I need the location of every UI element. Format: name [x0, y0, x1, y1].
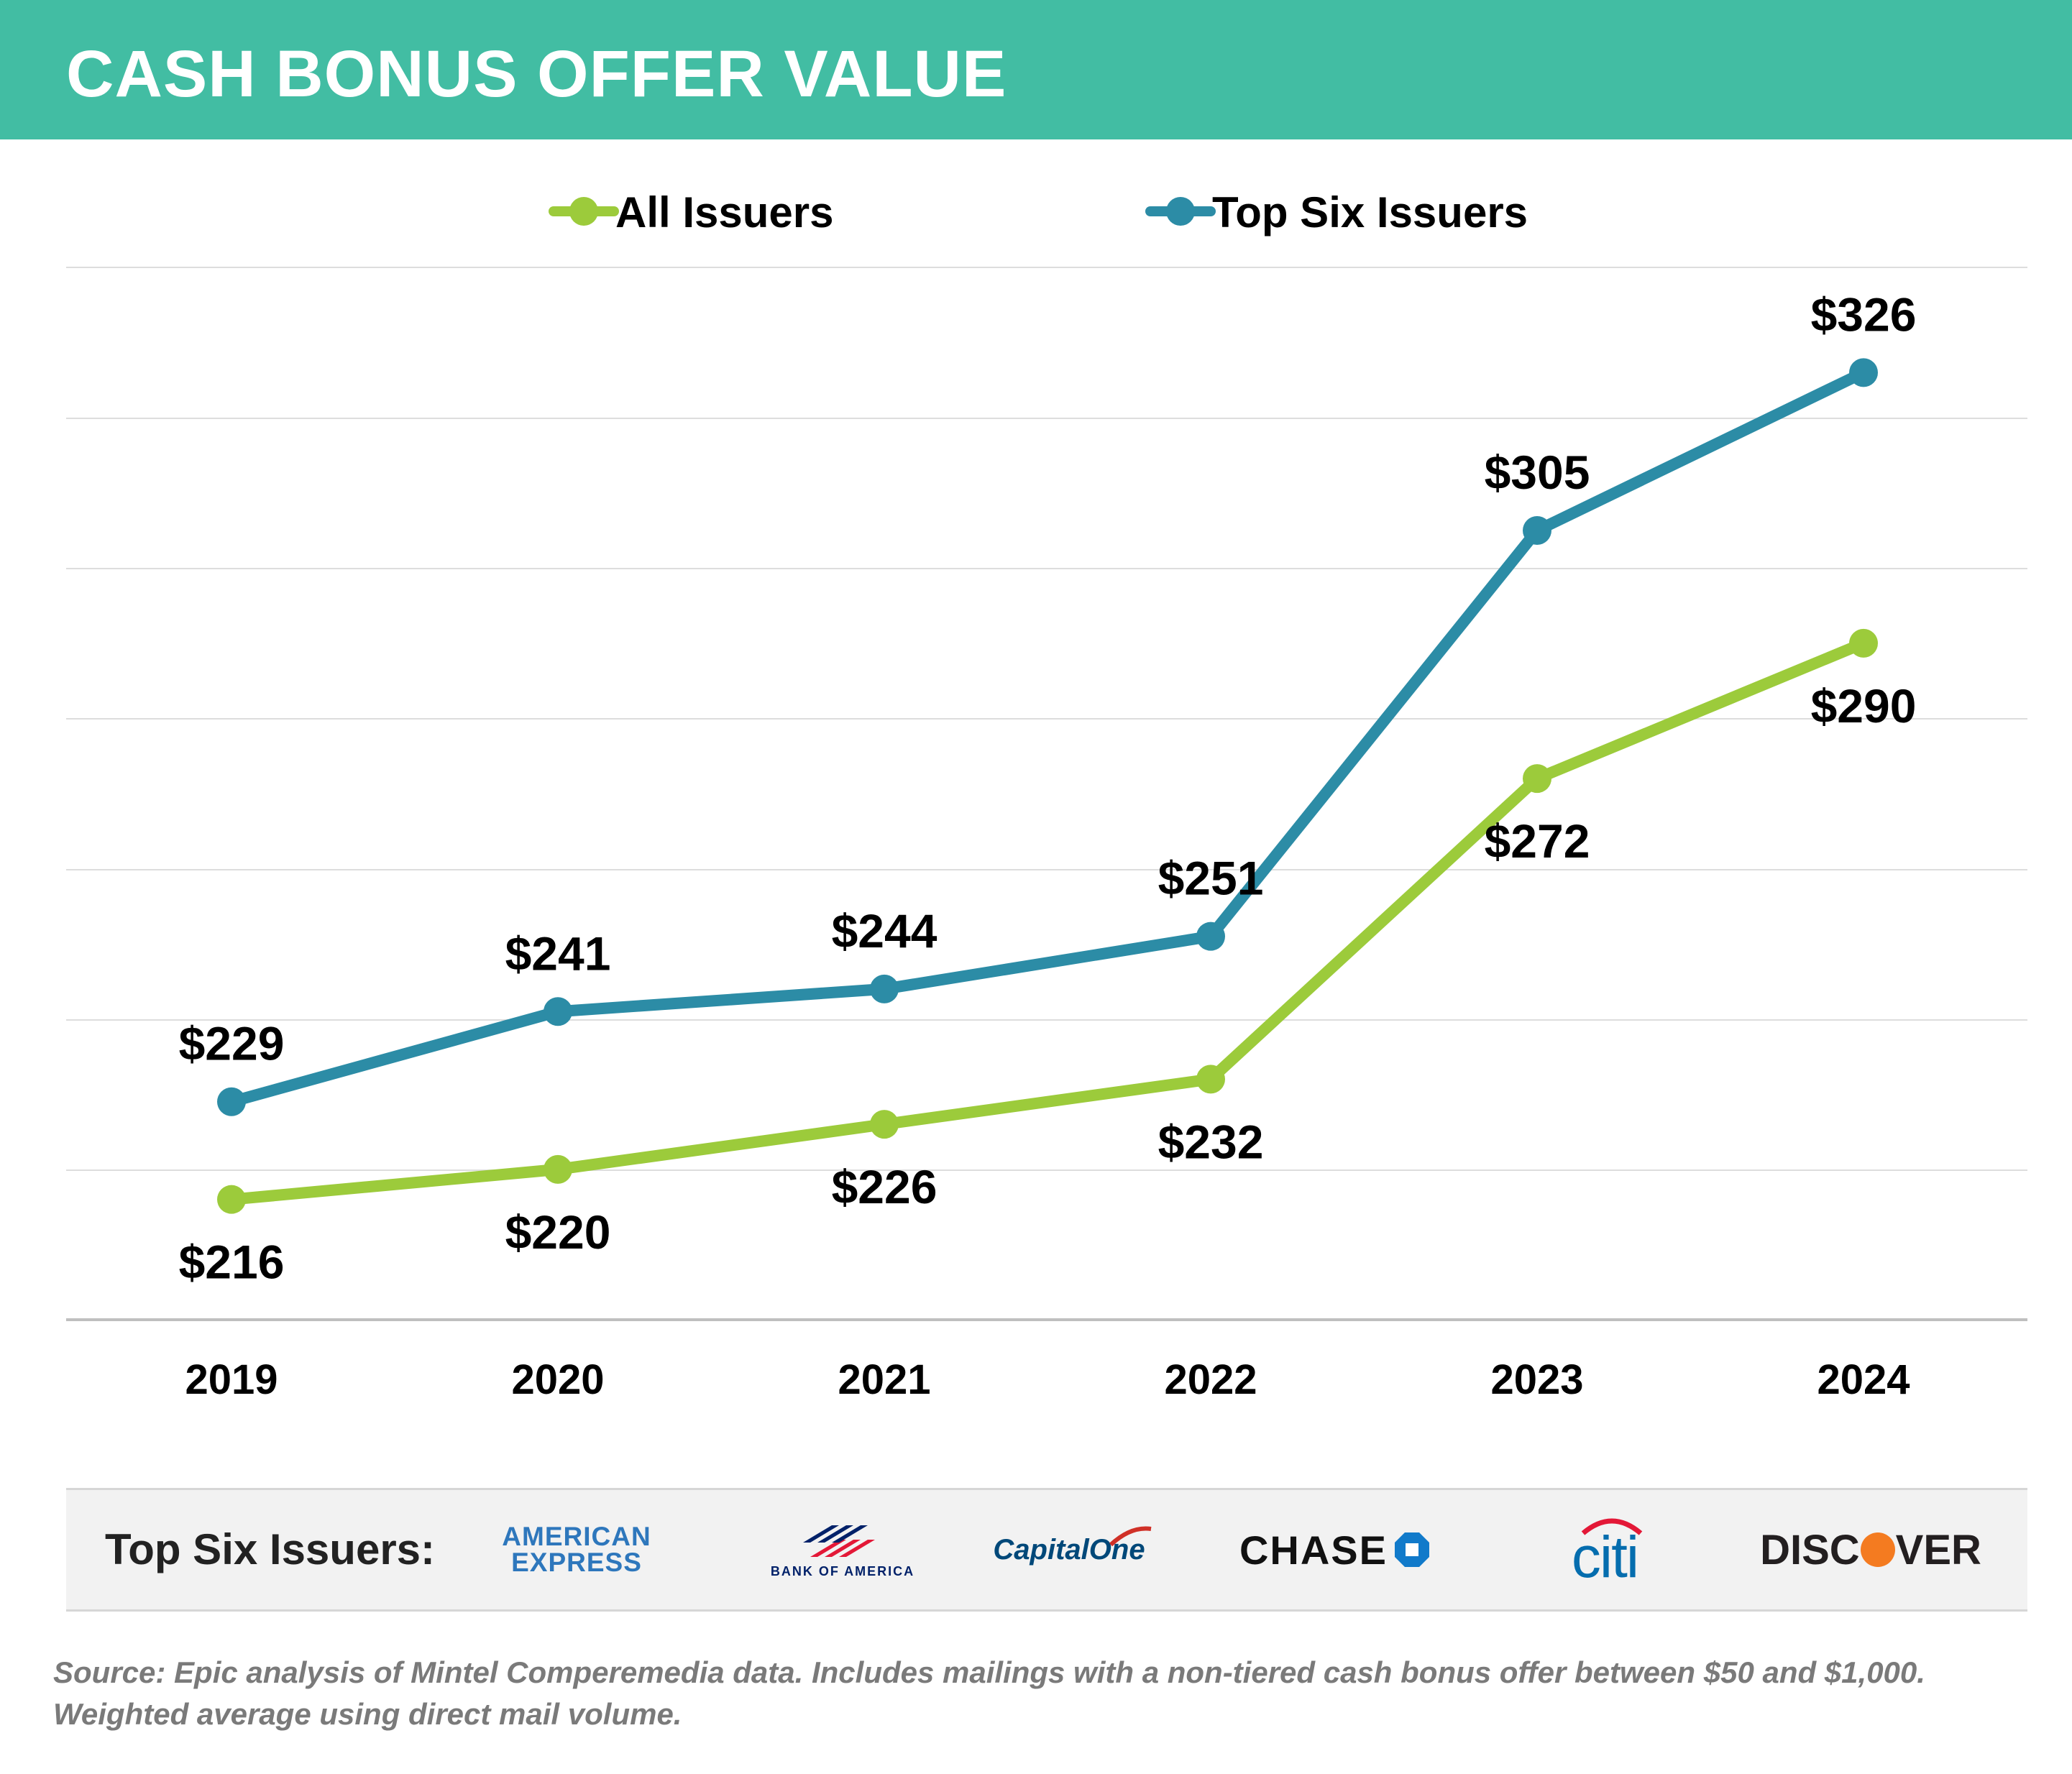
line-chart: All Issuers Top Six Issuers $216$220$226$… — [66, 188, 2027, 1403]
amex-logo-line2: EXPRESS — [511, 1548, 642, 1577]
data-point — [1849, 628, 1878, 658]
data-label: $251 — [1158, 852, 1264, 905]
citi-arc-icon — [1581, 1518, 1643, 1535]
x-tick-label: 2019 — [185, 1356, 278, 1403]
x-tick-label: 2021 — [838, 1356, 930, 1403]
data-point — [1196, 922, 1225, 951]
x-tick-label: 2022 — [1164, 1356, 1257, 1403]
data-point — [870, 1110, 899, 1139]
series-points — [217, 358, 1878, 1214]
legend: All Issuers Top Six Issuers — [549, 188, 1528, 236]
discover-text-start: DISC — [1760, 1526, 1860, 1573]
citi-text: citi — [1571, 1525, 1639, 1590]
issuers-title: Top Six Issuers: — [105, 1525, 436, 1573]
discover-text-end: VER — [1895, 1526, 1981, 1573]
data-label: $232 — [1158, 1115, 1264, 1168]
legend-item: Top Six Issuers — [1145, 188, 1528, 236]
data-label: $241 — [505, 927, 611, 980]
discover-o-icon — [1860, 1532, 1895, 1567]
data-label: $229 — [179, 1017, 285, 1070]
data-point — [544, 997, 572, 1026]
data-label: $272 — [1485, 814, 1590, 868]
gridlines — [66, 267, 2027, 1321]
chart-header: CASH BONUS OFFER VALUE — [0, 0, 2072, 139]
x-tick-label: 2020 — [511, 1356, 604, 1403]
legend-swatch-marker — [1166, 197, 1195, 226]
bank-of-america-text: BANK OF AMERICA — [770, 1563, 915, 1578]
data-point — [1196, 1065, 1225, 1094]
x-tick-label: 2024 — [1817, 1356, 1910, 1403]
data-label: $244 — [832, 904, 938, 957]
chart-title: CASH BONUS OFFER VALUE — [66, 37, 1007, 111]
chase-octagon-icon — [1395, 1532, 1430, 1567]
amex-logo-line1: AMERICAN — [502, 1522, 651, 1551]
data-point — [870, 974, 899, 1003]
amex-logo: AMERICAN EXPRESS — [483, 1490, 670, 1609]
source-footnote: Source: Epic analysis of Mintel Comperem… — [53, 1655, 1925, 1731]
issuers-band: Top Six Issuers: AMERICAN EXPRESS BANK O… — [66, 1488, 2027, 1612]
data-point — [544, 1154, 572, 1184]
x-tick-label: 2023 — [1490, 1356, 1583, 1403]
data-label: $290 — [1811, 679, 1917, 732]
data-point — [1523, 764, 1551, 794]
discover-logo: DISC VER — [1720, 1490, 2022, 1609]
chase-text: CHASE — [1239, 1527, 1388, 1573]
series-lines — [226, 367, 1869, 1205]
series-line — [226, 637, 1869, 1205]
data-labels: $216 $220 $226 $232 $272 $290 $229 $241 $244 $251… — [179, 288, 1917, 1288]
x-axis-ticks: 2019 2020 2021 2022 2023 2024 — [185, 1356, 1910, 1403]
legend-label: Top Six Issuers — [1212, 188, 1528, 236]
data-label: $305 — [1485, 446, 1590, 499]
legend-item: All Issuers — [549, 188, 834, 236]
capital-one-logo: CapitalOne — [958, 1490, 1188, 1609]
legend-label: All Issuers — [615, 188, 834, 236]
data-label: $326 — [1811, 288, 1917, 341]
data-point — [217, 1087, 246, 1116]
citi-logo: citi — [1526, 1490, 1684, 1609]
legend-swatch-marker — [569, 197, 598, 226]
data-point — [1523, 516, 1551, 545]
data-point — [1849, 358, 1878, 387]
bank-of-america-flag-icon — [803, 1525, 875, 1557]
data-label: $226 — [832, 1160, 938, 1213]
chase-logo: CHASE — [1224, 1490, 1447, 1609]
data-point — [217, 1185, 246, 1214]
capital-one-swoosh-icon — [1109, 1526, 1152, 1547]
data-label: $216 — [179, 1236, 285, 1289]
bank-of-america-logo: BANK OF AMERICA — [735, 1490, 950, 1609]
data-label: $220 — [505, 1205, 611, 1259]
series-line — [226, 367, 1869, 1108]
